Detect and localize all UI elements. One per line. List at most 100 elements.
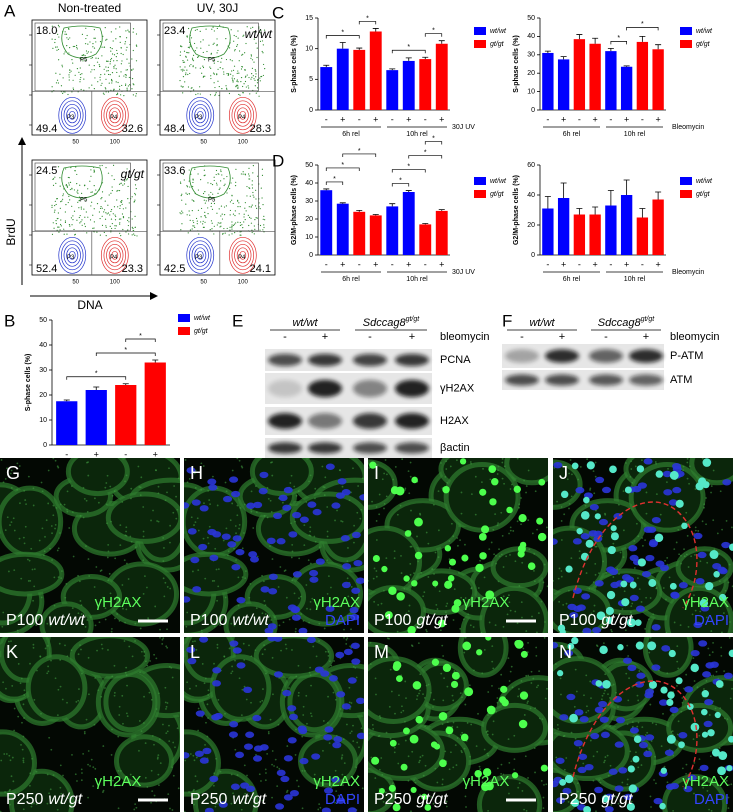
event-dot [89,181,90,182]
speckle [352,725,354,727]
speckle [209,526,211,528]
nucleus [231,564,240,570]
speckle [207,717,209,719]
speckle [536,632,538,634]
nucleus [691,650,700,656]
stain-label: γH2AX [682,773,729,790]
speckle [537,685,539,687]
age: P250 [190,791,227,808]
nucleus [581,593,590,599]
speckle [143,722,145,724]
gate-label: P3 [67,115,75,121]
event-dot [188,28,189,29]
event-dot [245,69,246,70]
event-dot [237,73,238,74]
speckle [533,553,535,555]
event-dot [262,204,263,205]
speckle [291,580,293,582]
event-dot [225,38,226,39]
speckle [603,693,605,695]
event-dot [246,86,247,87]
speckle [185,459,187,461]
speckle [650,806,652,808]
speckle [349,701,351,703]
speckle [357,485,359,487]
speckle [158,784,160,786]
speckle [152,510,154,512]
speckle [124,622,126,624]
speckle [110,521,112,523]
speckle [427,576,429,578]
speckle [145,777,147,779]
speckle [543,582,545,584]
speckle [278,724,280,726]
speckle [625,673,627,675]
speckle [226,527,228,529]
event-dot [80,74,81,75]
speckle [125,531,127,533]
gate-label: P5 [208,198,216,204]
speckle [45,648,47,650]
event-dot [261,197,262,198]
event-dot [233,225,234,226]
speckle [518,585,520,587]
event-dot [96,232,97,233]
event-dot [90,169,91,170]
nucleus [702,671,711,677]
event-dot [109,83,110,84]
event-dot [245,76,246,77]
tubule [28,657,85,720]
speckle [195,521,197,523]
gate-label: P4 [238,255,246,261]
speckle [419,690,421,692]
speckle [217,644,219,646]
event-dot [207,182,208,183]
speckle [155,657,157,659]
event-dot [92,191,93,192]
speckle [58,576,60,578]
speckle [385,557,387,559]
event-dot [254,225,255,226]
error-bar [545,51,551,53]
event-dot [135,95,136,96]
positive-nucleus [669,650,676,657]
speckle [555,663,557,665]
speckle [92,766,94,768]
speckle [36,771,38,773]
speckle [244,504,246,506]
speckle [162,639,164,641]
speckle [259,773,261,775]
event-dot [242,227,243,228]
speckle [579,747,581,749]
speckle [81,779,83,781]
event-dot [119,233,120,234]
nucleus [724,673,733,679]
group-superscript: gt/gt [406,316,421,323]
event-dot [124,183,125,184]
event-dot [212,27,213,28]
nucleus [222,533,231,539]
event-dot [119,26,120,27]
speckle [186,681,188,683]
event-dot [95,189,96,190]
event-dot [231,227,232,228]
nucleus [351,658,360,664]
positive-nucleus [489,498,496,505]
nucleus [645,555,654,561]
speckle [669,576,671,578]
speckle [559,568,561,570]
event-dot [179,80,180,81]
event-dot [241,77,242,78]
speckle [455,744,457,746]
nucleus [277,770,286,776]
speckle [595,574,597,576]
speckle [262,653,264,655]
speckle [720,490,722,492]
error-bar [356,210,362,211]
bar [605,206,616,256]
tubule [72,636,147,676]
speckle [87,764,89,766]
speckle [114,665,116,667]
flow-plot: P5P3P433.642.524.150100 [157,160,275,286]
band-label: ATM [670,374,692,386]
